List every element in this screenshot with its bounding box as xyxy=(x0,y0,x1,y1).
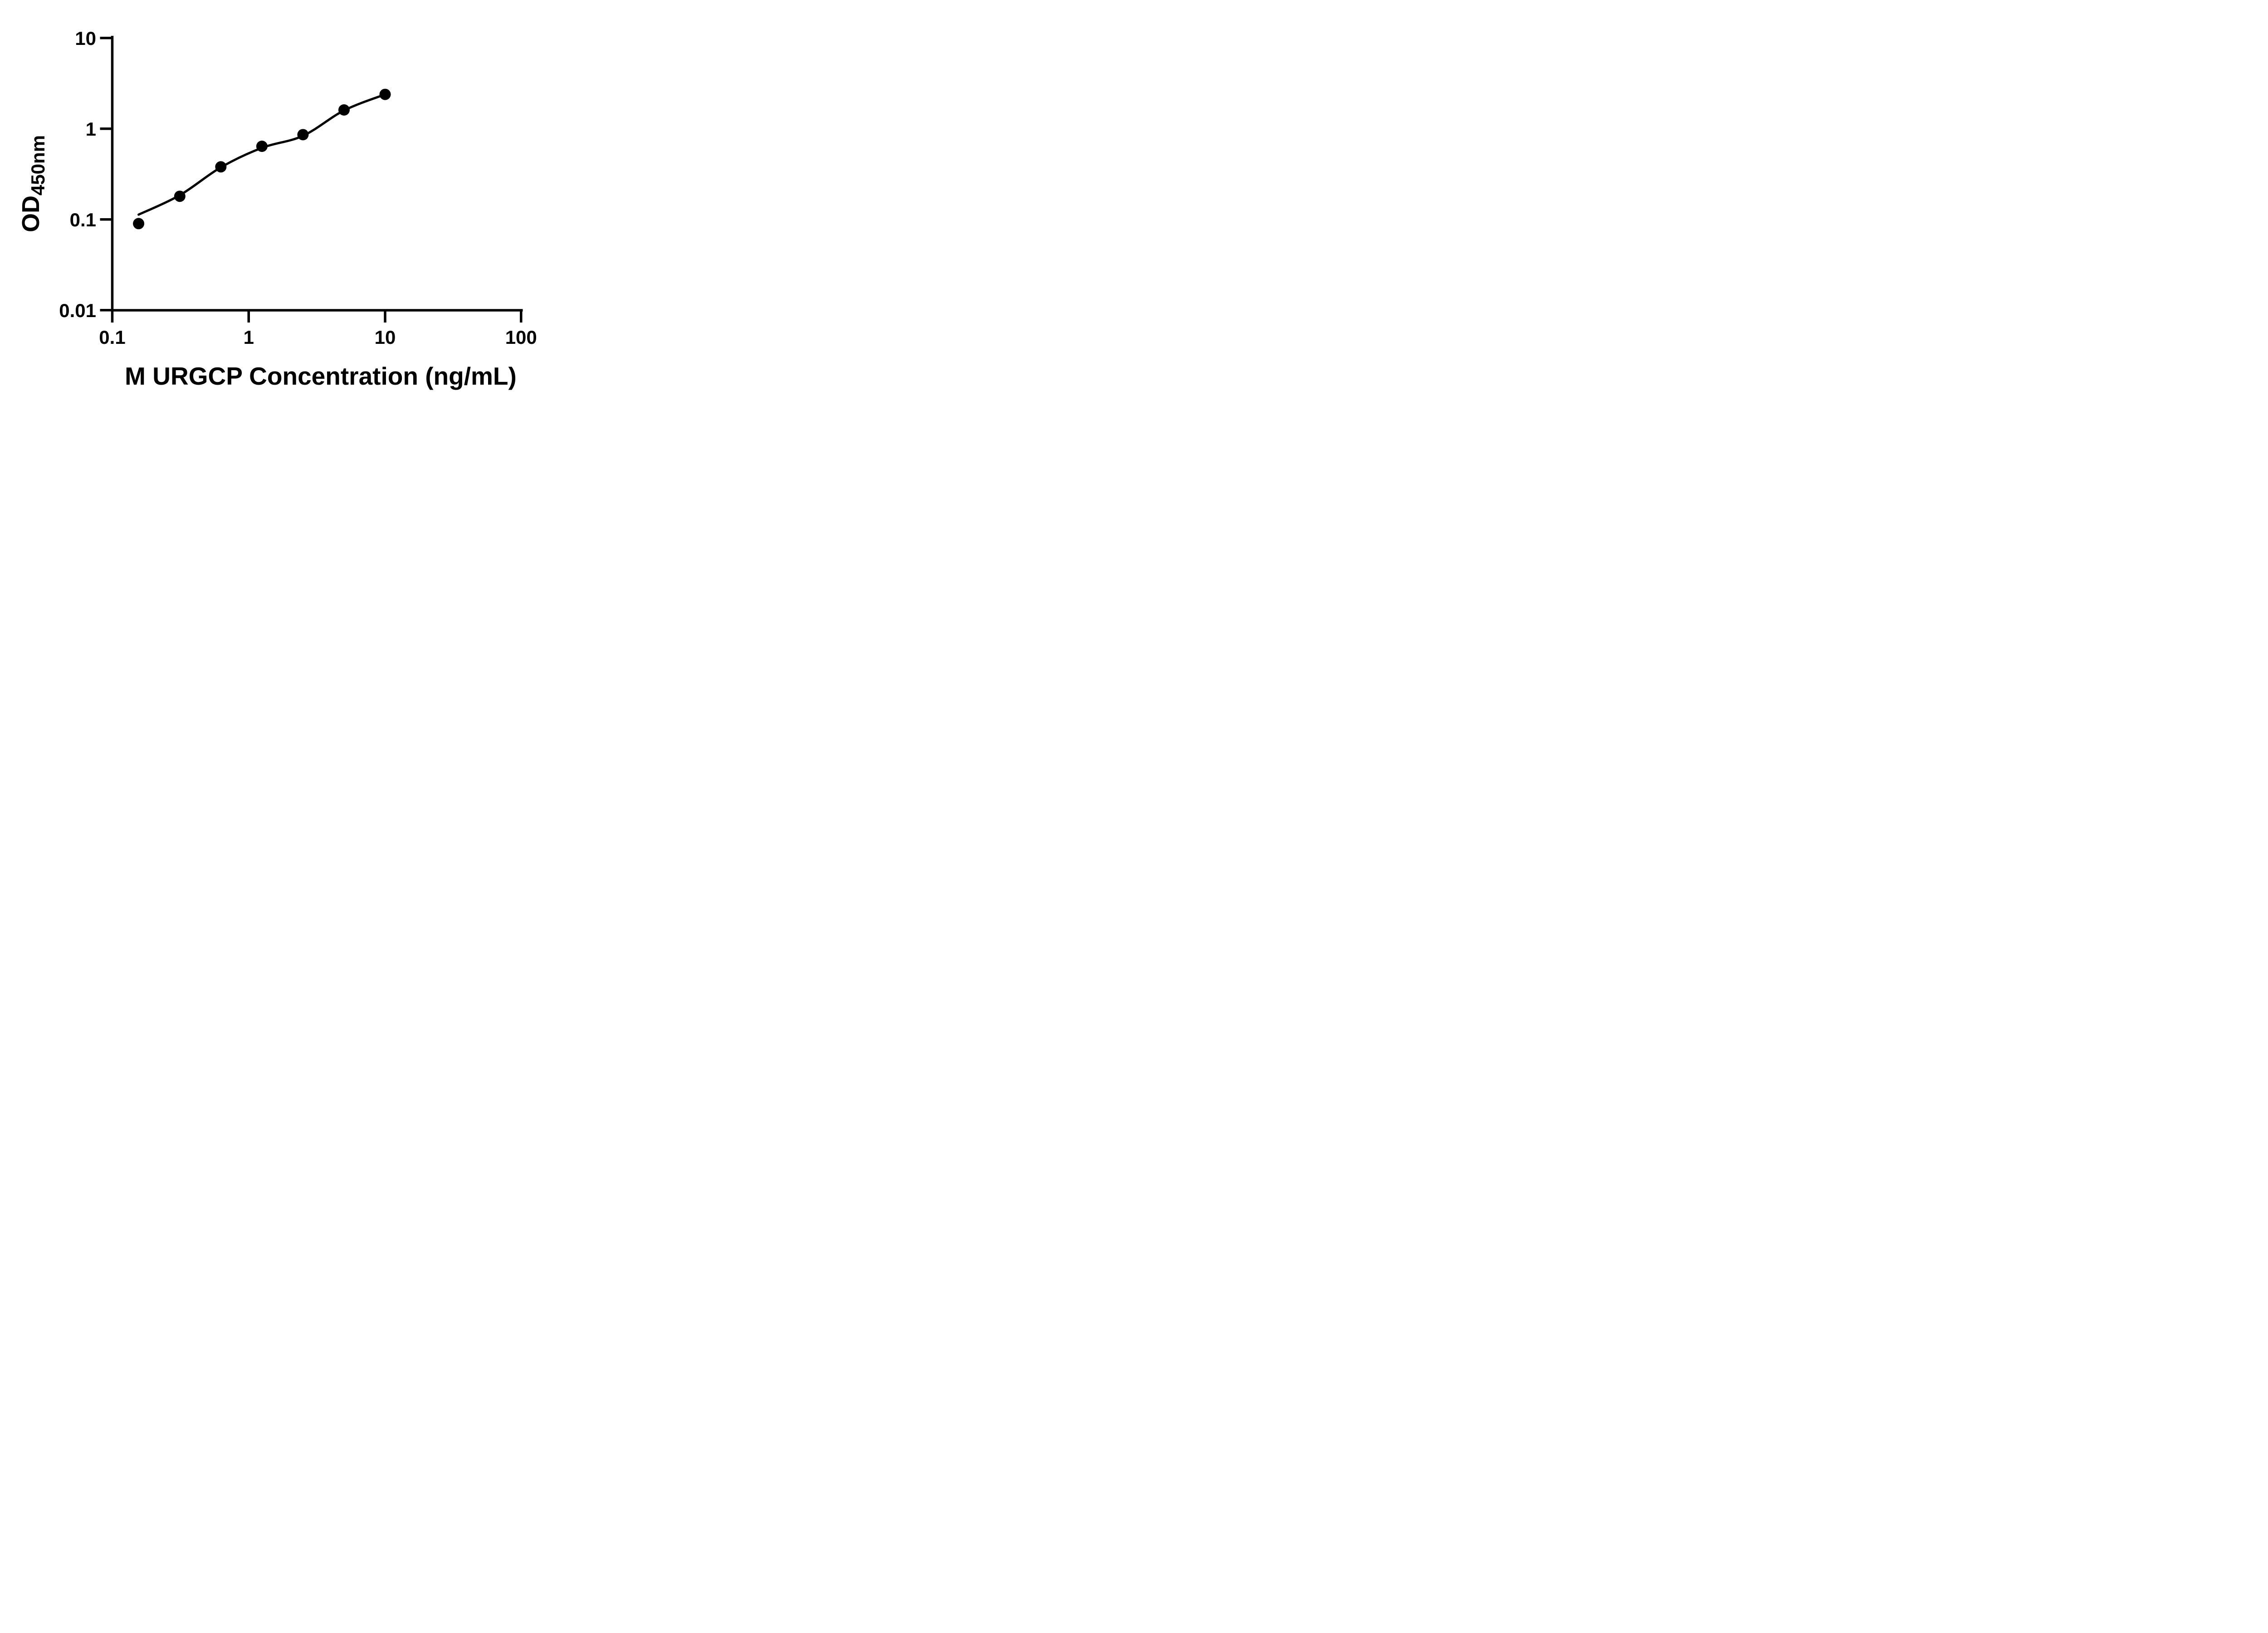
data-point xyxy=(215,161,227,173)
plot-svg: 10 1 0.1 0.01 0.1 1 10 100 M URGCP Conce… xyxy=(17,28,537,390)
y-tick-label: 0.1 xyxy=(70,209,96,230)
y-tick-label: 0.01 xyxy=(59,300,96,321)
y-axis-title-main: OD xyxy=(17,196,44,232)
data-point xyxy=(133,218,145,230)
x-tick-label: 0.1 xyxy=(99,327,125,348)
elisa-standard-curve-figure: 10 1 0.1 0.01 0.1 1 10 100 M URGCP Conce… xyxy=(0,0,583,408)
y-tick-label: 1 xyxy=(86,118,96,140)
x-tick-label: 10 xyxy=(375,327,396,348)
y-axis-title: OD450nm xyxy=(17,135,49,232)
x-tick-label: 1 xyxy=(244,327,254,348)
data-point xyxy=(379,88,391,100)
x-tick-label: 100 xyxy=(505,327,537,348)
data-point xyxy=(297,129,309,141)
data-point xyxy=(256,141,268,152)
y-ticks xyxy=(100,37,113,312)
od-wavelength-subscript: 450nm xyxy=(27,135,49,196)
data-point xyxy=(338,104,350,116)
y-tick-label: 10 xyxy=(75,28,96,49)
x-ticks xyxy=(111,310,523,323)
data-point xyxy=(174,191,186,202)
x-axis-title: M URGCP Concentration (ng/mL) xyxy=(125,362,517,390)
data-points-group xyxy=(133,88,391,230)
